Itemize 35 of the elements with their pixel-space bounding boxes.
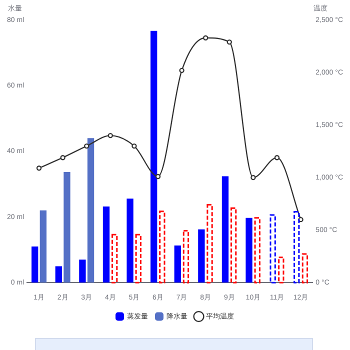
bar <box>246 218 252 283</box>
bar <box>32 246 38 283</box>
bar <box>87 138 94 283</box>
bar <box>182 230 190 284</box>
bar <box>150 30 158 283</box>
point <box>226 39 232 45</box>
point <box>274 155 280 160</box>
point <box>108 132 114 138</box>
bar <box>254 217 260 284</box>
bar <box>135 234 142 284</box>
bar <box>270 214 276 284</box>
bar <box>126 198 134 283</box>
point <box>84 143 90 149</box>
point <box>202 35 208 40</box>
point <box>179 68 184 74</box>
bar <box>55 266 62 283</box>
bar <box>206 204 213 284</box>
bar <box>79 260 86 283</box>
bar <box>111 234 118 284</box>
point <box>36 166 42 171</box>
bar <box>198 229 205 283</box>
point <box>132 143 137 149</box>
point <box>250 174 256 180</box>
bar <box>302 253 308 284</box>
bar <box>159 210 166 284</box>
bar <box>40 210 47 283</box>
bar <box>294 210 300 284</box>
bar <box>174 246 181 283</box>
bar <box>64 172 70 283</box>
bar <box>102 206 110 283</box>
bar <box>222 176 229 283</box>
bar <box>278 256 284 284</box>
bar <box>230 207 237 284</box>
point <box>60 155 66 160</box>
point <box>155 174 161 180</box>
